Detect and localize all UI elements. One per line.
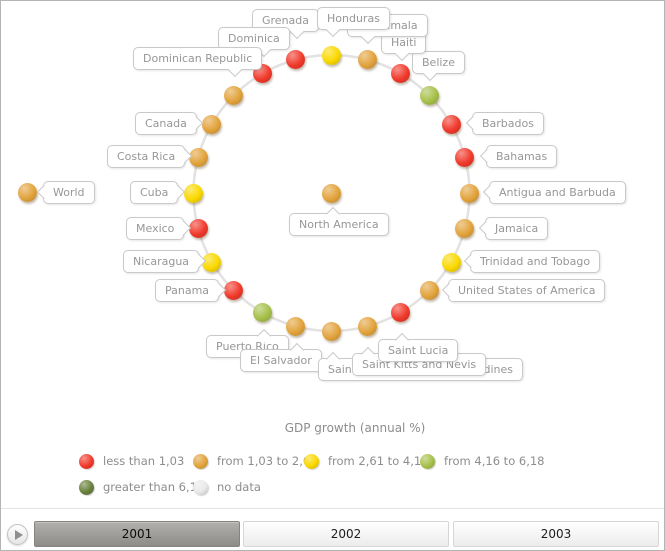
legend: GDP growth (annual %) less than 1,03 from… — [1, 415, 664, 499]
legend-item-greater-than-6-18[interactable]: greater than 6,18 — [79, 479, 204, 495]
play-icon — [15, 530, 23, 540]
legend-title: GDP growth (annual %) — [284, 421, 426, 435]
legend-swatch-from-1-03-to-2-61 — [193, 453, 208, 469]
country-node-el-salvador[interactable] — [286, 316, 306, 336]
country-node-cuba[interactable] — [184, 183, 203, 203]
legend-item-no-data[interactable]: no data — [193, 479, 261, 495]
legend-swatch-greater-than-6-18 — [79, 479, 94, 495]
country-node-guatemala[interactable] — [357, 50, 377, 70]
country-node-grenada[interactable] — [286, 50, 306, 70]
country-node-canada[interactable] — [202, 114, 222, 134]
legend-item-from-2-61-to-4-16[interactable]: from 2,61 to 4,16 — [304, 453, 429, 469]
country-label-nicaragua[interactable]: Nicaragua — [123, 250, 206, 273]
country-node-bahamas[interactable] — [455, 147, 475, 167]
country-node-saint-kitts-and-nevis[interactable] — [357, 316, 377, 336]
legend-label: from 4,16 to 6,18 — [444, 454, 545, 468]
country-node-belize[interactable] — [419, 85, 439, 105]
country-node-honduras[interactable] — [322, 45, 341, 65]
country-node-puerto-rico[interactable] — [253, 303, 272, 322]
country-label-cuba[interactable]: Cuba — [130, 181, 185, 204]
country-label-united-states-of-america[interactable]: United States of America — [441, 279, 606, 302]
country-label-jamaica[interactable]: Jamaica — [478, 217, 549, 240]
country-label-mexico[interactable]: Mexico — [126, 217, 191, 240]
country-label-el-salvador[interactable]: El Salvador — [240, 342, 322, 372]
legend-swatch-from-2-61-to-4-16 — [304, 453, 319, 469]
country-label-costa-rica[interactable]: Costa Rica — [107, 145, 192, 168]
timeline: 2001 2002 2003 — [1, 508, 664, 550]
country-node-trinidad-and-tobago[interactable] — [441, 252, 461, 272]
country-label-antigua-and-barbuda[interactable]: Antigua and Barbuda — [482, 181, 626, 204]
legend-swatch-no-data — [193, 479, 208, 495]
country-label-grenada[interactable]: Grenada — [252, 9, 320, 39]
country-node-haiti[interactable] — [391, 63, 410, 83]
country-label-barbados[interactable]: Barbados — [465, 112, 544, 135]
legend-label: less than 1,03 — [103, 454, 185, 468]
country-label-panama[interactable]: Panama — [155, 279, 226, 302]
legend-swatch-from-4-16-to-6-18 — [420, 453, 435, 469]
country-label-world[interactable]: World — [36, 181, 95, 204]
country-node-saint-lucia[interactable] — [391, 303, 410, 322]
country-node-antigua-and-barbuda[interactable] — [460, 183, 479, 203]
country-node-costa-rica[interactable] — [188, 147, 208, 167]
country-node-dominican-republic[interactable] — [224, 85, 244, 105]
country-node-saint-vincent-and-the-grenadines[interactable] — [322, 321, 341, 341]
legend-label: from 2,61 to 4,16 — [328, 454, 429, 468]
country-node-jamaica[interactable] — [455, 219, 475, 239]
timeline-year-2001[interactable]: 2001 — [34, 521, 240, 547]
country-label-belize[interactable]: Belize — [412, 51, 465, 81]
legend-label: from 1,03 to 2,61 — [217, 454, 318, 468]
country-label-trinidad-and-tobago[interactable]: Trinidad and Tobago — [463, 250, 601, 273]
country-node-world[interactable] — [17, 182, 37, 202]
country-node-panama[interactable] — [224, 281, 244, 301]
timeline-year-2002[interactable]: 2002 — [243, 521, 449, 547]
country-node-nicaragua[interactable] — [202, 252, 222, 272]
legend-label: no data — [217, 480, 261, 494]
country-label-north-america[interactable]: North America — [289, 206, 389, 236]
country-label-dominican-republic[interactable]: Dominican Republic — [133, 47, 263, 77]
country-label-canada[interactable]: Canada — [135, 112, 204, 135]
country-node-north-america[interactable] — [322, 183, 341, 203]
country-label-honduras[interactable]: Honduras — [317, 7, 390, 37]
timeline-year-2003[interactable]: 2003 — [453, 521, 659, 547]
country-node-united-states-of-america[interactable] — [419, 281, 439, 301]
legend-item-from-1-03-to-2-61[interactable]: from 1,03 to 2,61 — [193, 453, 318, 469]
country-label-bahamas[interactable]: Bahamas — [479, 145, 558, 168]
country-label-saint-lucia[interactable]: Saint Lucia — [378, 332, 459, 362]
legend-item-less-than-1-03[interactable]: less than 1,03 — [79, 453, 184, 469]
country-node-barbados[interactable] — [441, 114, 461, 134]
legend-label: greater than 6,18 — [103, 480, 205, 494]
play-button[interactable] — [7, 524, 28, 545]
legend-swatch-less-than-1-03 — [79, 453, 94, 469]
legend-item-from-4-16-to-6-18[interactable]: from 4,16 to 6,18 — [420, 453, 545, 469]
country-node-mexico[interactable] — [188, 219, 208, 239]
